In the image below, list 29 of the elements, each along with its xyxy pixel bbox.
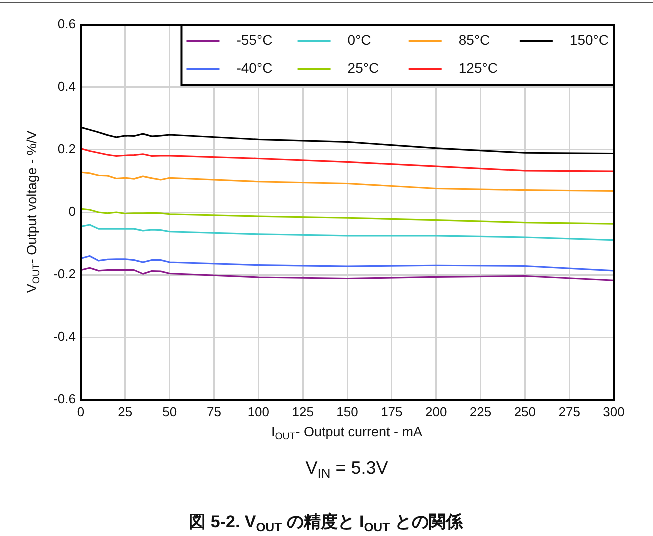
x-tick-label: 225	[470, 404, 492, 420]
x-tick-label: 25	[118, 404, 133, 420]
x-tick-label: 50	[162, 404, 178, 420]
legend-label: 85°C	[458, 32, 490, 48]
x-tick-label: 125	[292, 404, 314, 420]
y-tick-label: -0.4	[54, 329, 76, 344]
legend-label: -40°C	[236, 60, 273, 76]
x-tick-label: 200	[425, 404, 448, 420]
x-tick-label: 100	[248, 404, 270, 420]
y-tick-label: 0.2	[58, 142, 76, 157]
legend-label: 25°C	[348, 60, 380, 76]
x-tick-label: 150	[336, 404, 358, 420]
x-axis-title: I$_{OUT}$- Output current - mA	[271, 424, 423, 442]
x-tick-label: 275	[558, 404, 580, 420]
legend-label: -55°C	[236, 32, 273, 48]
legend-label: 0°C	[348, 32, 372, 48]
y-tick-label: 0	[68, 204, 76, 220]
legend-label: 125°C	[458, 60, 498, 76]
y-tick-label: 0.6	[58, 16, 76, 32]
legend-label: 150°C	[570, 32, 610, 48]
y-tick-label: -0.2	[54, 266, 76, 282]
x-tick-label: 300	[603, 404, 625, 420]
y-tick-label: 0.4	[58, 79, 76, 94]
x-tick-label: 175	[381, 404, 403, 420]
y-tick-label: -0.6	[54, 392, 76, 407]
text: 図 5-2. V$_{OUT}$ の精度と I$_{OUT}$ との関係	[189, 512, 463, 534]
x-tick-label: 75	[207, 404, 222, 420]
x-tick-label: 250	[514, 404, 536, 420]
text: V$_{IN}$ = 5.3V	[306, 458, 388, 481]
